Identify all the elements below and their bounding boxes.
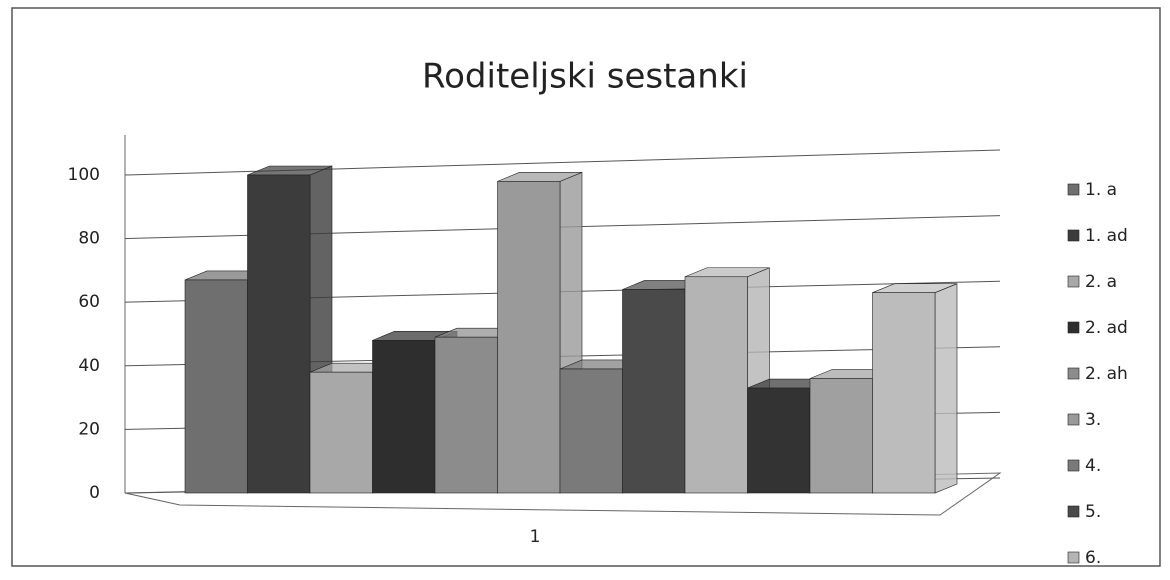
legend-swatch	[1067, 229, 1080, 242]
bar	[684, 276, 748, 494]
legend-swatch	[1067, 459, 1080, 472]
legend-swatch	[1067, 183, 1080, 196]
y-tick-label: 100	[68, 165, 100, 185]
legend-label: 1. ad	[1085, 226, 1128, 246]
legend-swatch	[1067, 551, 1080, 564]
chart-frame	[11, 7, 1161, 567]
legend-label: 3.	[1085, 410, 1101, 430]
chart-title: Roditeljski sestanki	[422, 57, 748, 97]
legend-label: 5.	[1085, 502, 1101, 522]
legend-swatch	[1067, 505, 1080, 518]
bar	[372, 340, 436, 494]
bar	[184, 279, 248, 494]
bar	[247, 174, 311, 494]
legend-label: 6.	[1085, 548, 1101, 568]
bar	[747, 387, 811, 494]
bar	[559, 368, 623, 494]
bar	[497, 181, 561, 494]
y-tick-label: 20	[78, 419, 100, 439]
legend-swatch	[1067, 321, 1080, 334]
bar	[622, 289, 686, 494]
legend-swatch	[1067, 367, 1080, 380]
bar	[434, 336, 498, 494]
bar	[809, 378, 873, 494]
legend-label: 2. a	[1085, 272, 1117, 292]
legend-label: 4.	[1085, 456, 1101, 476]
y-tick-label: 80	[78, 229, 100, 249]
bar	[872, 292, 936, 494]
bar-side	[934, 283, 958, 494]
y-tick-label: 60	[78, 292, 100, 312]
legend-swatch	[1067, 275, 1080, 288]
legend-label: 1. a	[1085, 180, 1117, 200]
legend-label: 2. ad	[1085, 318, 1128, 338]
legend-swatch	[1067, 413, 1080, 426]
y-tick-label: 0	[89, 483, 100, 503]
y-tick-label: 40	[78, 356, 100, 376]
legend-label: 2. ah	[1085, 364, 1128, 384]
x-tick-label: 1	[530, 527, 541, 547]
bar	[309, 371, 373, 494]
